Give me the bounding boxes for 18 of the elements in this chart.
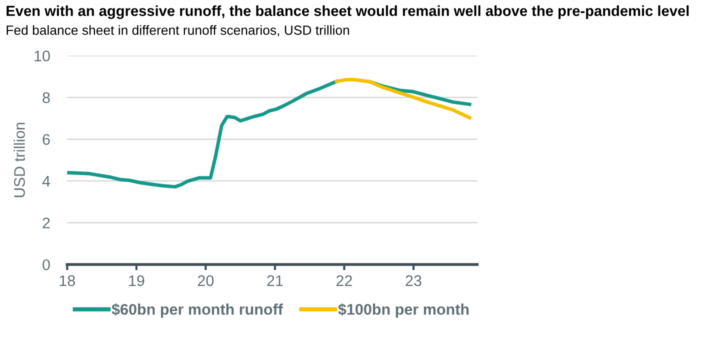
x-tick-label: 21 xyxy=(267,275,283,286)
chart-title: Even with an aggressive runoff, the balance sheet would remain well above the pre-pandemic level xyxy=(6,5,689,20)
legend-label: $60bn per month runoff xyxy=(112,303,283,318)
x-tick-label: 19 xyxy=(129,275,144,286)
y-tick-label: 4 xyxy=(42,176,50,186)
x-tick-label: 23 xyxy=(406,275,422,286)
y-tick-label: 2 xyxy=(42,218,50,228)
x-tick-label: 20 xyxy=(198,275,214,286)
y-tick-label: 10 xyxy=(34,50,50,62)
y-axis-title: USD trillion xyxy=(14,122,25,198)
x-tick-label: 18 xyxy=(60,275,75,286)
line-series xyxy=(334,78,472,120)
chart-subtitle: Fed balance sheet in different runoff scenarios, USD trillion xyxy=(6,25,350,36)
legend-label: $100bn per month xyxy=(338,303,469,318)
x-tick-label: 22 xyxy=(336,275,352,286)
y-tick-label: 6 xyxy=(42,134,50,145)
y-tick-label: 0 xyxy=(42,259,50,270)
y-tick-label: 8 xyxy=(42,92,50,104)
